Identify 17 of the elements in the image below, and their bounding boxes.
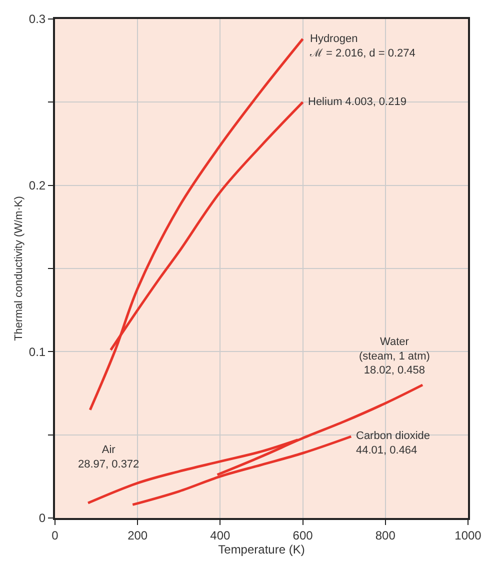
annotation: Helium 4.003, 0.219 [308, 96, 406, 108]
annotation: Hydrogen ℳ = 2.016, d = 0.274 [309, 33, 416, 60]
y-tick-label: 0.2 [28, 178, 46, 193]
x-axis-title: Temperature (K) [218, 542, 305, 556]
x-tick-label: 0 [52, 528, 59, 542]
x-tick-label: 400 [210, 528, 231, 542]
annotation: Carbon dioxide 44.01, 0.464 [356, 430, 430, 456]
x-tick-label: 200 [128, 528, 148, 542]
y-tick-label: 0 [38, 511, 46, 526]
x-tick-label: 600 [292, 528, 314, 542]
x-tick-label: 1000 [454, 528, 482, 542]
y-axis-title: Thermal conductivity (W/m·K) [13, 196, 26, 341]
annotation: Air 28.97, 0.372 [78, 444, 140, 470]
y-tick-label: 0.1 [28, 344, 46, 359]
y-tick-label: 0.3 [28, 12, 46, 26]
x-tick-label: 800 [375, 528, 396, 542]
annotation: Water (steam, 1 atm) 18.02, 0.458 [359, 336, 430, 377]
